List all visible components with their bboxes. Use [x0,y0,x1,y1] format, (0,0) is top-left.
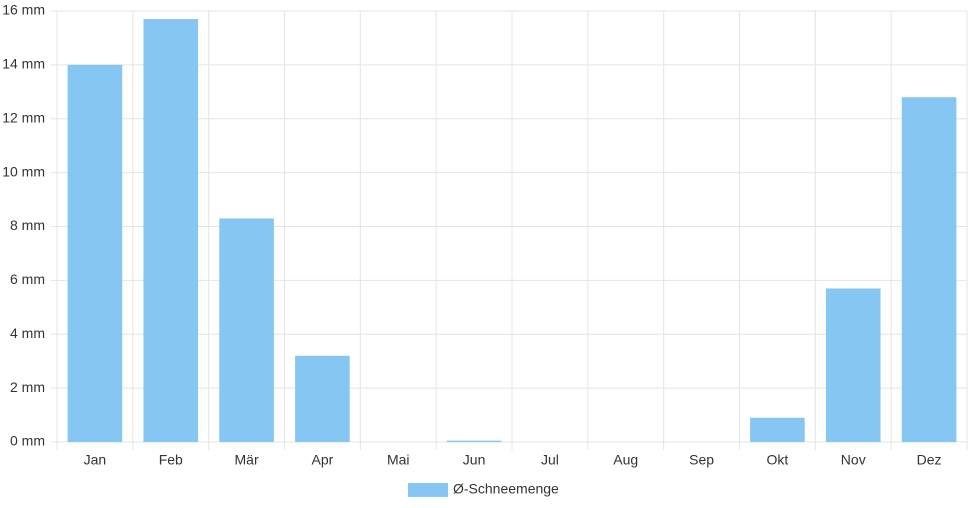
bar [295,355,350,442]
x-tick-label: Feb [159,452,183,468]
x-tick-label: Aug [613,452,638,468]
y-tick-label: 14 mm [2,56,45,72]
y-tick-label: 8 mm [10,217,45,233]
x-tick-label: Jun [463,452,486,468]
y-tick-label: 10 mm [2,163,45,179]
bar [901,97,957,442]
bar [219,218,274,442]
x-tick-label: Okt [767,452,789,468]
x-tick-label: Apr [312,452,334,468]
x-tick-label: Jul [541,452,559,468]
bar [825,288,881,442]
x-tick-label: Mai [387,452,410,468]
x-tick-label: Nov [841,452,866,468]
y-tick-label: 2 mm [10,379,45,395]
bar [67,64,123,442]
bar [143,19,199,443]
x-tick-label: Mär [235,452,259,468]
y-tick-label: 16 mm [2,2,45,18]
bar [750,417,805,442]
x-tick-label: Dez [917,452,942,468]
x-tick-label: Jan [84,452,107,468]
y-tick-label: 4 mm [10,325,45,341]
y-tick-label: 0 mm [10,433,45,449]
x-tick-label: Sep [689,452,714,468]
y-tick-label: 6 mm [10,271,45,287]
legend-swatch [408,483,448,497]
bar [446,440,502,442]
legend-label: Ø-Schneemenge [453,481,559,497]
y-tick-label: 12 mm [2,109,45,125]
